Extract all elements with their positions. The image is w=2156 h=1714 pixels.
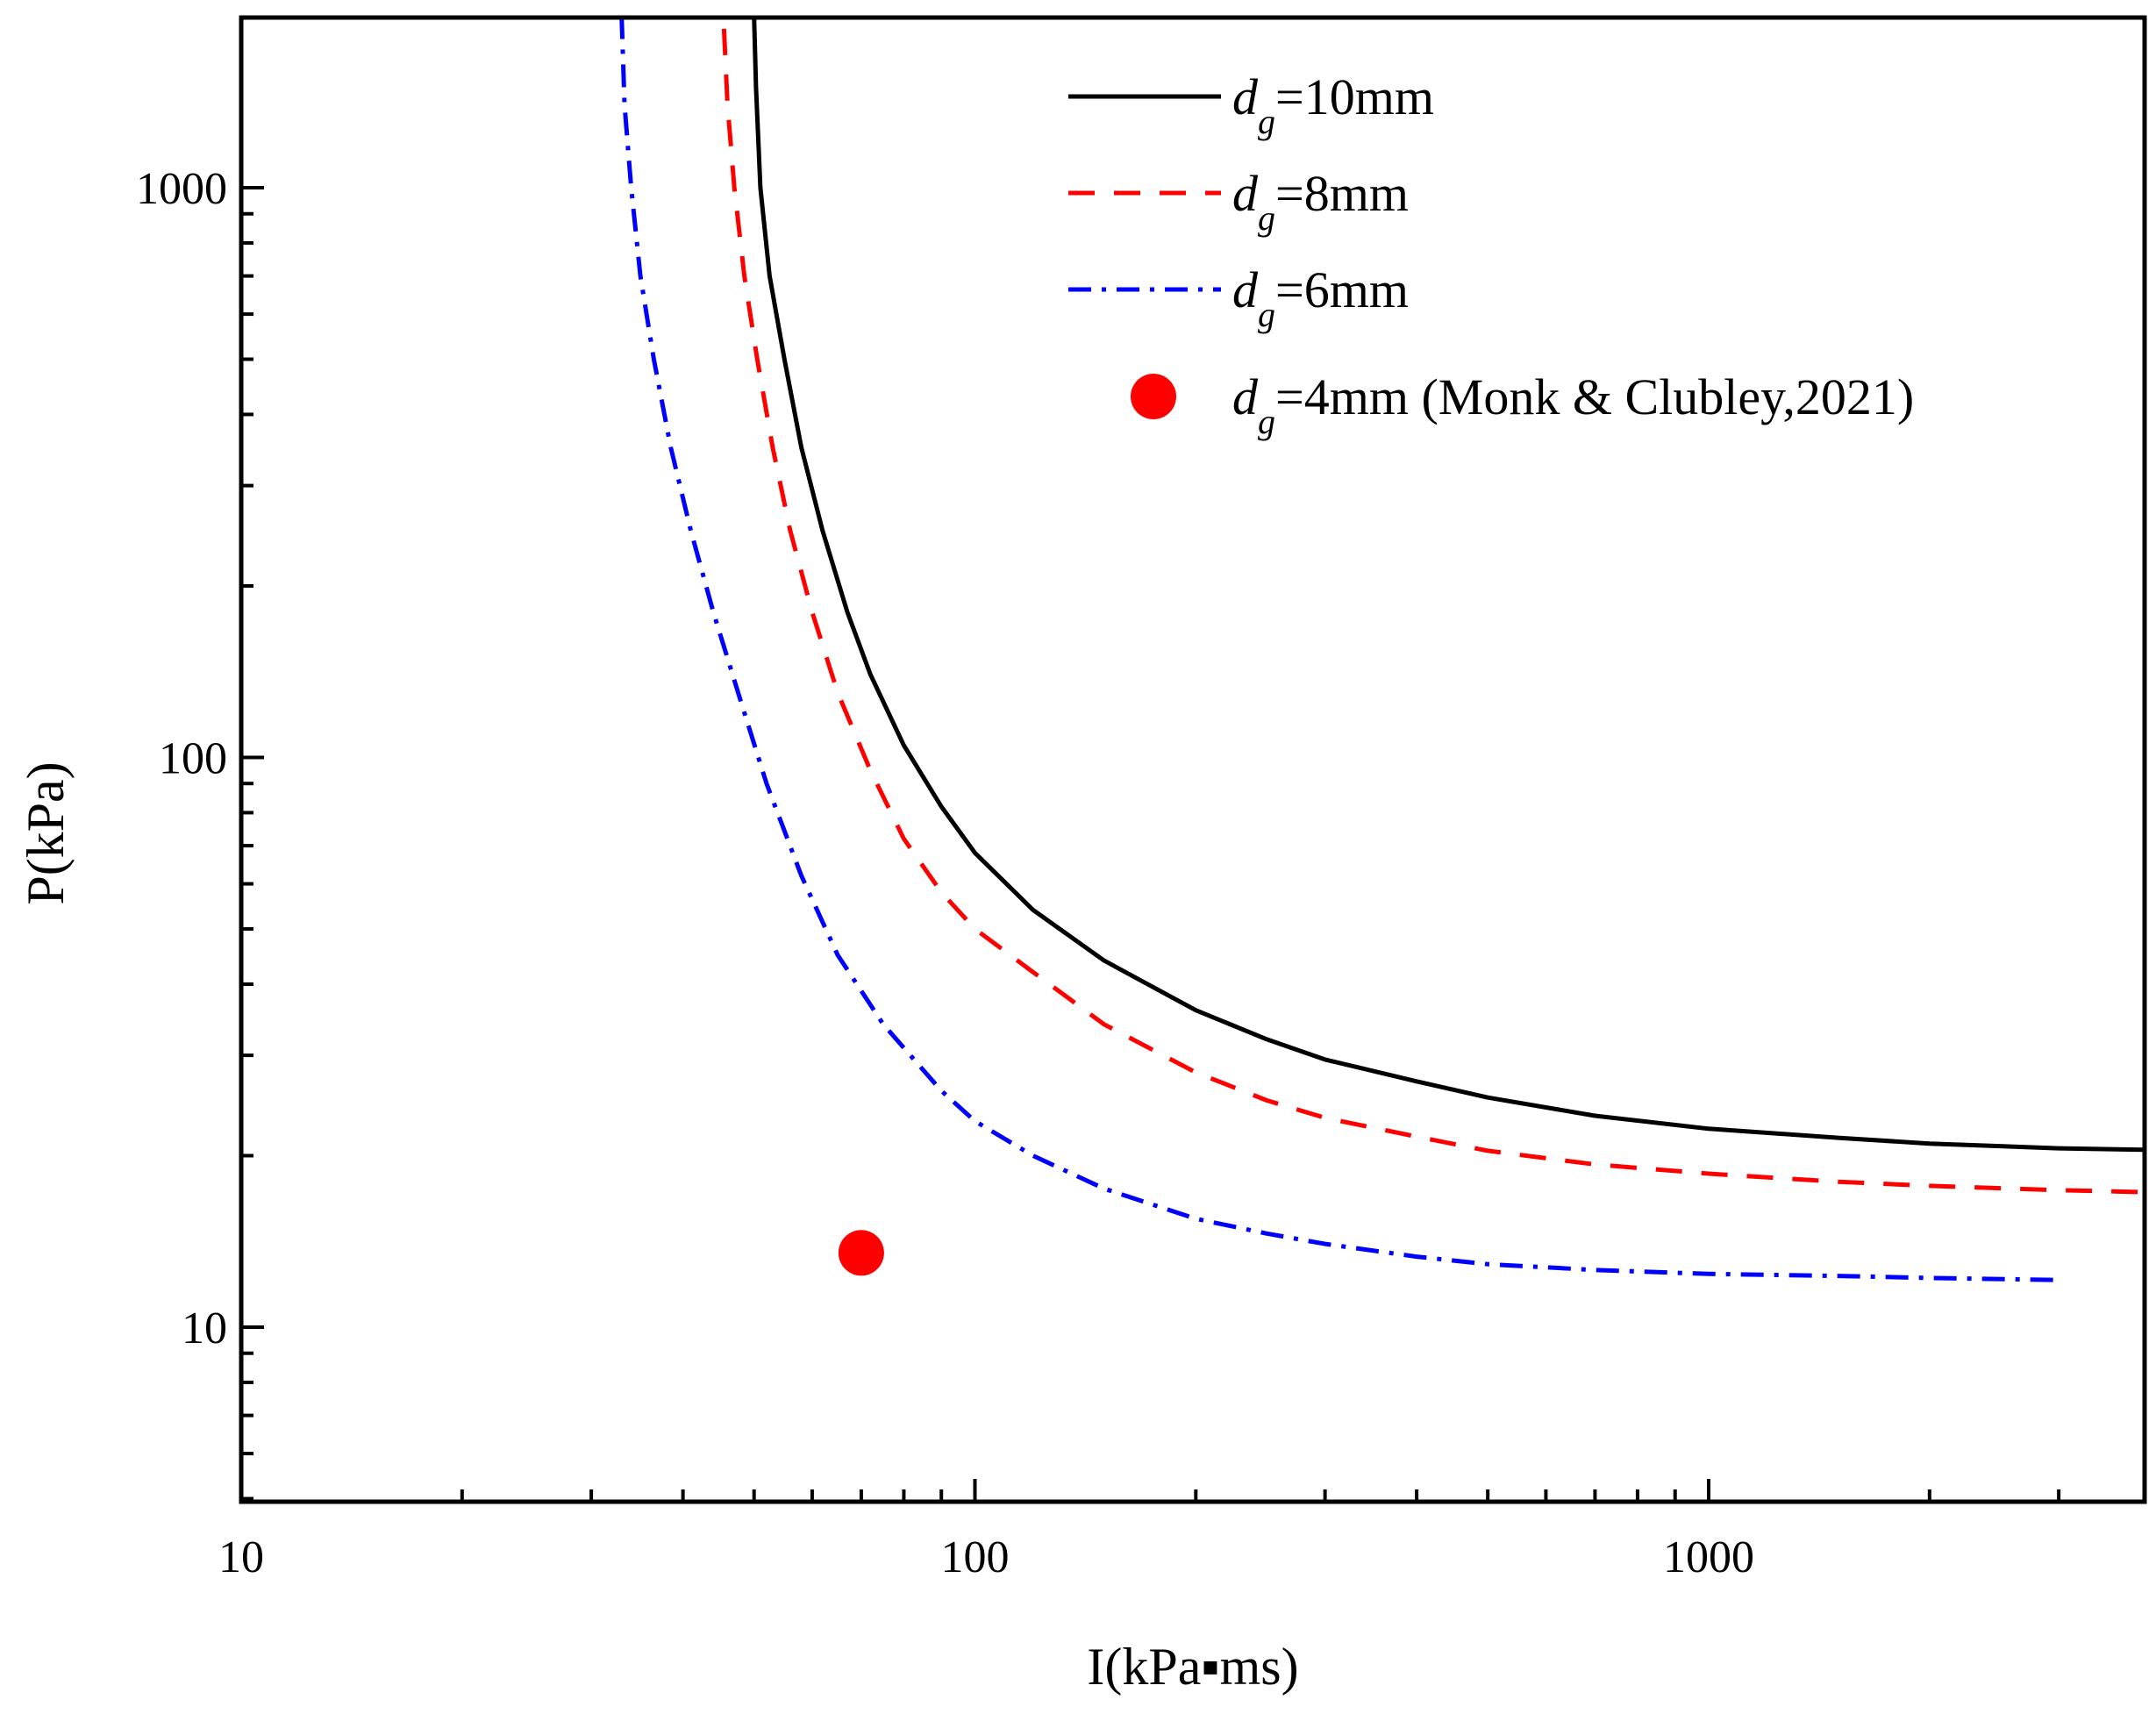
series-line-dg-6mm — [619, 18, 2060, 1282]
plot-frame — [239, 15, 2147, 1504]
x-tick-label: 10 — [218, 1532, 264, 1582]
x-axis-title: I(kPa▪ms) — [1087, 1638, 1298, 1696]
y-tick-label: 10 — [182, 1303, 227, 1353]
legend-label-dg-6mm: dg=6mm — [1232, 261, 1409, 334]
legend-label-dg-8mm: dg=8mm — [1232, 165, 1409, 238]
legend-marker-dg-4mm-monk-clubley-2021 — [1131, 374, 1176, 419]
legend-label-dg-4mm-monk-clubley-2021: dg=4mm (Monk & Clubley,2021) — [1232, 368, 1914, 441]
plot-content — [619, 18, 2145, 1282]
data-point-dg-4mm-monk-clubley-2021 — [838, 1230, 884, 1276]
legend-label-dg-10mm: dg=10mm — [1232, 68, 1434, 141]
y-axis-title: P(kPa) — [17, 761, 75, 904]
series-line-dg-10mm — [752, 18, 2145, 1153]
y-tick-label: 100 — [159, 734, 227, 784]
axes: 10 100 1000 10 100 1000 — [136, 15, 2147, 1582]
y-tick-label: 1000 — [136, 164, 227, 214]
x-tick-label: 100 — [941, 1532, 1010, 1582]
x-tick-label: 1000 — [1663, 1532, 1754, 1582]
legend: dg=10mm dg=8mm dg=6mm dg=4mm (Monk & Cluble… — [1068, 68, 1914, 441]
series-line-dg-8mm — [721, 28, 2145, 1195]
